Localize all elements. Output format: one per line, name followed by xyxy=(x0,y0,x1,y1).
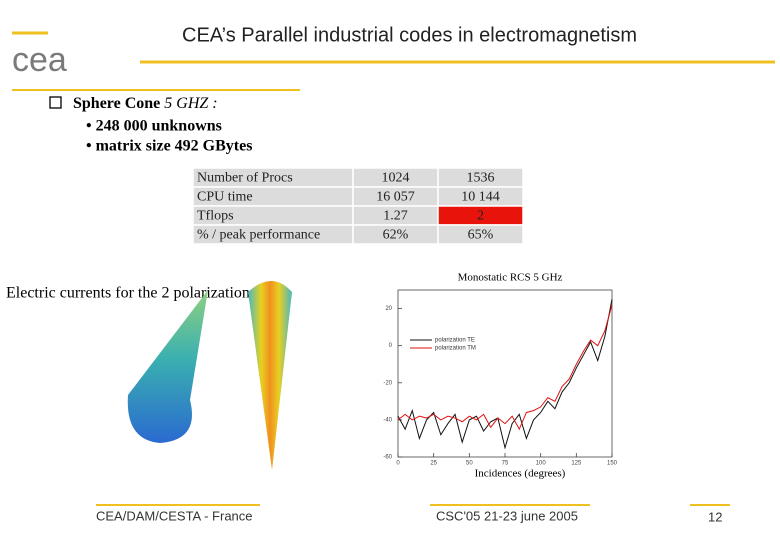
y-tick-label: -20 xyxy=(383,380,392,386)
x-tick-label: 0 xyxy=(396,461,400,467)
cell-text: 1536 xyxy=(467,171,495,186)
bullet: Sphere Cone 5 GHZ : xyxy=(73,95,218,112)
bullet-box xyxy=(49,96,62,109)
page-number: 12 xyxy=(708,509,722,524)
cell-text: 10 144 xyxy=(461,190,500,205)
x-tick-label: 150 xyxy=(607,461,618,467)
caption: Electric currents for the 2 polarization… xyxy=(6,285,256,302)
legend-label: polarization TE xyxy=(435,338,475,344)
y-tick-label: 0 xyxy=(389,343,393,349)
cell-text: % / peak performance xyxy=(197,228,320,243)
cell-text: CPU time xyxy=(197,190,253,205)
cell-text: 65% xyxy=(468,228,494,243)
cell-text: Number of Procs xyxy=(197,171,293,186)
cell-text: 62% xyxy=(383,228,409,243)
x-tick-label: 50 xyxy=(466,461,473,467)
x-tick-label: 100 xyxy=(536,461,547,467)
bullet-item: • 248 000 unknowns xyxy=(86,118,222,135)
slide-title: CEA’s Parallel industrial codes in elect… xyxy=(182,24,637,46)
x-tick-label: 25 xyxy=(430,461,437,467)
footer-left: CEA/DAM/CESTA - France xyxy=(96,508,253,523)
bullet-lead: Sphere Cone xyxy=(73,95,160,112)
x-axis-label: Incidences (degrees) xyxy=(475,468,566,480)
series-line xyxy=(397,299,613,450)
y-tick-label: 20 xyxy=(385,306,392,312)
x-tick-label: 75 xyxy=(502,461,509,467)
bullet-item: • matrix size 492 GBytes xyxy=(86,138,252,155)
table-cell xyxy=(437,224,524,245)
cell-text: 2 xyxy=(477,209,484,224)
x-tick-label: 125 xyxy=(571,461,582,467)
cell-text: 1.27 xyxy=(383,209,408,224)
y-tick-label: -60 xyxy=(383,455,392,461)
cell-text: 16 057 xyxy=(376,190,415,205)
cell-text: Tflops xyxy=(197,209,234,224)
cone-image xyxy=(248,281,292,470)
footer-center: CSC'05 21-23 june 2005 xyxy=(436,508,578,523)
chart-title: Monostatic RCS 5 GHz xyxy=(458,272,563,284)
bullet-lead-italic: 5 GHZ : xyxy=(164,95,217,112)
cell-text: 1024 xyxy=(382,171,410,186)
y-tick-label: -40 xyxy=(383,417,392,423)
series-line xyxy=(397,304,613,431)
logo: cea xyxy=(12,41,67,79)
legend-label: polarization TM xyxy=(435,346,476,352)
cone-image xyxy=(127,290,208,443)
table: Number of Procs 1024 1536 CPU time 16 057 10 … xyxy=(192,167,524,245)
plot-frame xyxy=(397,289,613,458)
chart: Monostatic RCS 5 GHz Incidences (degrees)… xyxy=(383,272,617,480)
